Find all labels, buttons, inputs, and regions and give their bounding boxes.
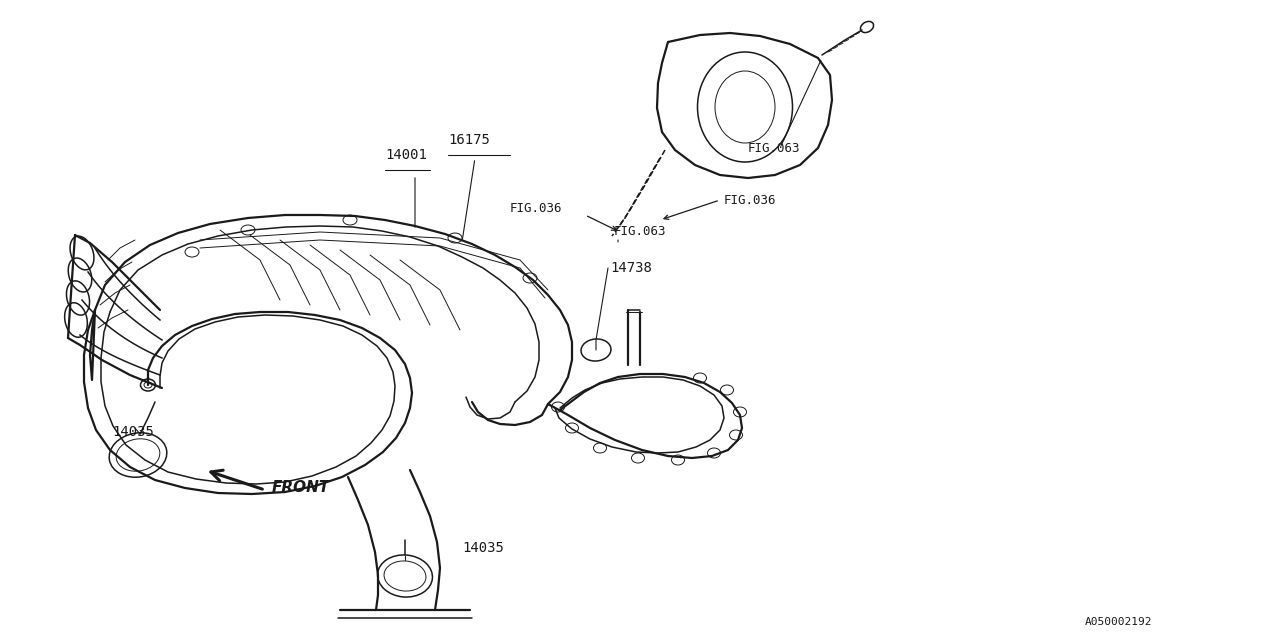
Text: 14738: 14738 bbox=[611, 261, 652, 275]
Text: 14035: 14035 bbox=[462, 541, 504, 555]
Text: 14035: 14035 bbox=[113, 425, 154, 439]
Text: 16175: 16175 bbox=[448, 133, 490, 147]
Text: FIG.063: FIG.063 bbox=[748, 141, 800, 154]
Text: FIG.036: FIG.036 bbox=[724, 193, 777, 207]
Text: 14001: 14001 bbox=[385, 148, 426, 162]
Text: FIG.036: FIG.036 bbox=[509, 202, 562, 214]
Text: FRONT: FRONT bbox=[273, 481, 330, 495]
Text: FIG.063: FIG.063 bbox=[614, 225, 667, 238]
Text: A050002192: A050002192 bbox=[1084, 617, 1152, 627]
